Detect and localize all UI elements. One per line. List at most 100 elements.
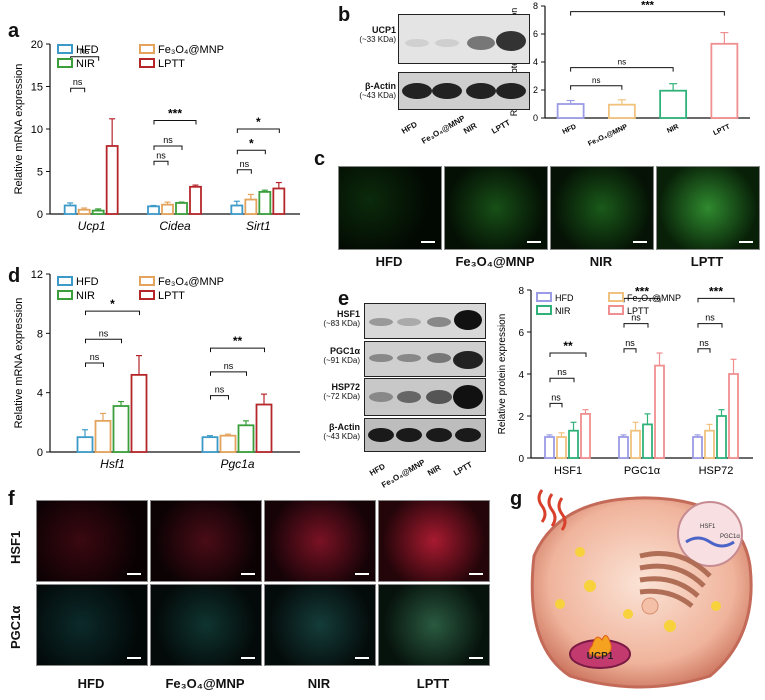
x-tick-label: Cidea <box>159 219 191 233</box>
bar <box>642 423 653 459</box>
blot-b-actin-band <box>398 72 530 110</box>
bar <box>630 429 641 459</box>
significance-bracket <box>697 348 711 353</box>
bar <box>710 42 739 119</box>
bar <box>580 412 591 459</box>
blot-b-lane-2: Fe₃O₄@MNP <box>420 113 467 146</box>
x-tick-label: Hsf1 <box>100 457 125 471</box>
micro-f-hsf1-nir <box>264 500 376 582</box>
significance-label: ns <box>592 76 600 85</box>
bar <box>189 185 202 215</box>
significance-label: ns <box>618 58 626 67</box>
legend-swatch <box>139 276 155 286</box>
y-tick-label: 8 <box>37 328 43 340</box>
significance-label: ns <box>240 159 250 169</box>
cell-label-hsf1: HSF1 <box>700 524 716 530</box>
legend-swatch <box>608 292 624 302</box>
micro-c-nir <box>550 166 654 250</box>
chart-a-mrna: 0 5 10 15 20 Relative mRNA expression Ucp1 Cide… <box>13 39 300 233</box>
micro-c-caption-3: NIR <box>589 254 613 269</box>
legend-swatch <box>608 305 624 315</box>
bar <box>272 187 286 215</box>
chart-d-mrna: 0 4 8 12 Relative mRNA expression Hsf1 Pgc1a ns… <box>13 269 300 471</box>
legend-swatch <box>139 290 155 300</box>
x-tick-label: Fe₃O₄@MNP <box>587 123 629 147</box>
micro-f-row-label-pgc1a-wrap: PGC1α <box>8 595 34 655</box>
significance-label: ns <box>73 77 83 87</box>
blot-e-lane-4: LPTT <box>452 460 474 478</box>
x-tick-label: Sirt1 <box>246 219 271 233</box>
legend-swatch <box>57 44 73 54</box>
significance-bracket <box>210 371 247 376</box>
legend-label: HFD <box>76 276 99 288</box>
legend-label: NIR <box>76 290 95 302</box>
micro-f-pgc1a-lptt <box>378 584 490 666</box>
x-tick-label: HSP72 <box>699 465 734 477</box>
cell-illustration-g: UCP1 HSF1 PGC1α <box>530 489 753 689</box>
significance-label: ns <box>625 338 635 348</box>
legend-swatch <box>57 58 73 68</box>
x-tick-label: HFD <box>561 123 577 135</box>
micro-c-caption-1: HFD <box>375 254 403 269</box>
micro-f-caption-2: Fe₃O₄@MNP <box>165 676 245 691</box>
significance-label: *** <box>168 107 182 121</box>
panel-label-c: c <box>314 148 326 170</box>
significance-label: *** <box>635 284 649 298</box>
bar <box>219 434 237 453</box>
significance-label: ns <box>631 313 641 323</box>
significance-bracket <box>236 149 266 155</box>
bar <box>704 429 715 459</box>
blot-b-lane-1: HFD <box>400 119 419 136</box>
bar <box>556 103 585 119</box>
significance-label: *** <box>641 0 655 12</box>
dna-strand <box>685 536 735 548</box>
legend-swatch <box>57 276 73 286</box>
y-axis-title: Relative mRNA expression <box>13 298 25 429</box>
legend-swatch <box>536 305 552 315</box>
significance-bracket <box>236 169 252 174</box>
bar <box>76 436 94 453</box>
bar <box>244 198 258 215</box>
micro-f-caption-4: LPTT <box>416 676 450 691</box>
bar <box>112 405 130 453</box>
micro-f-hsf1-lptt <box>378 500 490 582</box>
y-tick-label: 2 <box>533 85 538 95</box>
legend-label: LPTT <box>158 290 185 302</box>
x-tick-label: HSF1 <box>554 465 582 477</box>
y-tick-label: 4 <box>37 388 43 400</box>
significance-bracket <box>570 67 674 72</box>
legend-label: HFD <box>76 44 99 56</box>
bar <box>544 436 555 459</box>
y-tick-label: 10 <box>31 124 43 136</box>
legend-swatch <box>139 44 155 54</box>
legend-label: NIR <box>76 58 95 70</box>
x-tick-label: Pgc1a <box>220 457 254 471</box>
legend-label: HFD <box>555 293 574 303</box>
significance-bracket <box>549 352 587 357</box>
golgi-apparatus <box>639 551 712 608</box>
blot-e-lane-1: HFD <box>368 461 387 478</box>
micro-f-row-label-hsf1: HSF1 <box>8 530 23 564</box>
significance-label: ns <box>163 135 173 145</box>
significance-label: ** <box>233 334 243 348</box>
legend-label: Fe₃O₄@MNP <box>627 293 681 303</box>
significance-label: * <box>110 297 115 311</box>
bar <box>618 436 629 459</box>
legend-swatch <box>139 58 155 68</box>
significance-bracket <box>85 338 122 344</box>
blot-e-label-hsp72: HSP72 (~72 KDa) <box>323 382 360 402</box>
significance-label: ns <box>557 367 567 377</box>
blot-e-pgc1a-band <box>364 341 486 377</box>
blot-e-lane-2: Fe₃O₄@MNP <box>380 457 427 490</box>
bar <box>175 202 188 215</box>
bar <box>105 145 119 215</box>
significance-label: ns <box>699 338 709 348</box>
micro-f-hsf1-fe3o4 <box>150 500 262 582</box>
legend-label: NIR <box>555 306 571 316</box>
bar <box>692 436 703 459</box>
micro-c-hfd <box>338 166 442 250</box>
x-tick-label: LPTT <box>712 123 731 137</box>
significance-label: ns <box>551 392 561 402</box>
blot-e-label-pgc1a: PGC1α (~91 KDa) <box>323 346 360 366</box>
flame-icon <box>588 635 612 657</box>
